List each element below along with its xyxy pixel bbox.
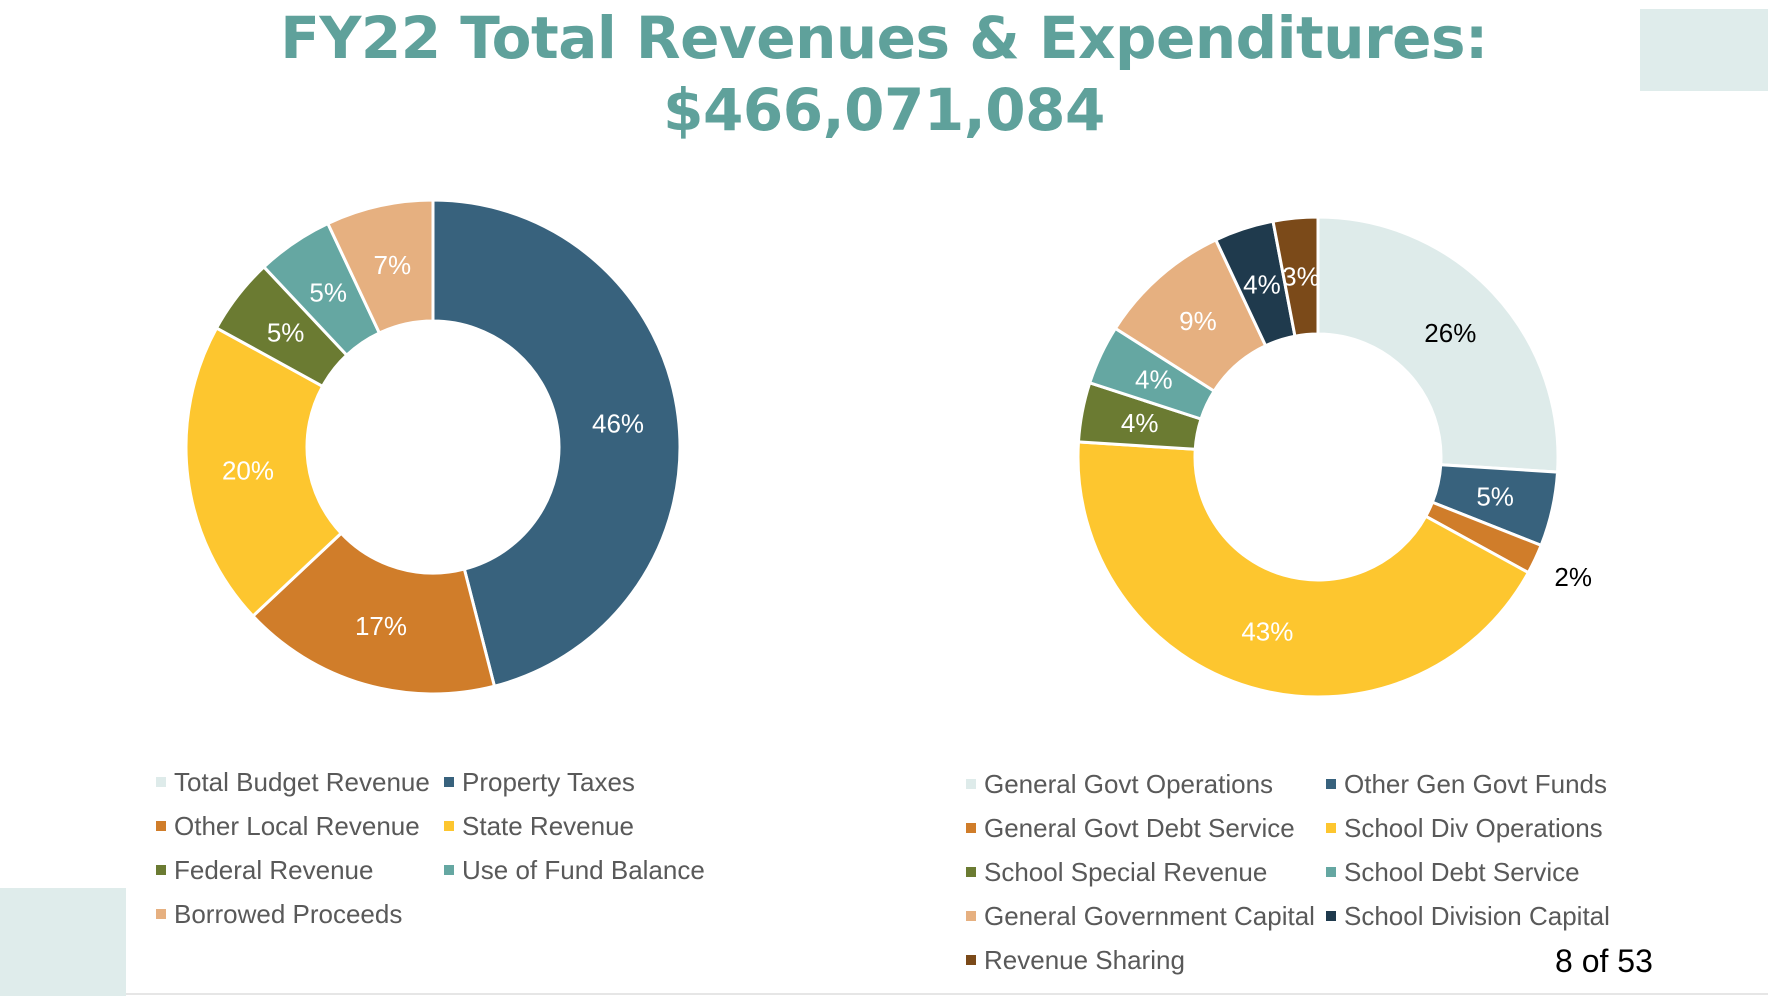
data-label-school-div-operations: 43%: [1241, 616, 1293, 646]
bottom-divider: [126, 993, 1768, 995]
legend-swatch: [156, 865, 166, 875]
legend-item-other-gen-govt-funds: Other Gen Govt Funds: [1326, 762, 1607, 806]
legend-swatch: [156, 821, 166, 831]
donut-slice-borrowed-proceeds: [325, 198, 435, 335]
legend-item-total-budget-revenue: Total Budget Revenue: [156, 760, 430, 804]
legend-label: Borrowed Proceeds: [174, 899, 403, 929]
data-label-general-government-capital: 9%: [1179, 306, 1217, 336]
legend-swatch: [156, 777, 166, 787]
legend-item-school-debt-service: School Debt Service: [1326, 850, 1580, 894]
data-label-other-gen-govt-funds: 5%: [1476, 482, 1514, 512]
donut-slice-property-taxes: [431, 198, 682, 689]
legend-item-use-of-fund-balance: Use of Fund Balance: [444, 848, 705, 892]
corner-accent-top-right: [1640, 9, 1768, 91]
page-number: 8 of 53: [1555, 943, 1653, 979]
legend-item-general-govt-operations: General Govt Operations: [966, 762, 1273, 806]
legend-swatch: [966, 955, 976, 965]
legend-label: School Div Operations: [1344, 813, 1603, 843]
expenditure-legend: General Govt Operations Other Gen Govt Fu…: [966, 762, 1666, 984]
legend-swatch: [1326, 911, 1336, 921]
legend-label: General Govt Operations: [984, 769, 1274, 799]
data-label-school-debt-service: 4%: [1135, 365, 1173, 395]
legend-item-other-local-revenue: Other Local Revenue: [156, 804, 420, 848]
donut-slice-other-local-revenue: [250, 531, 497, 696]
legend-item-state-revenue: State Revenue: [444, 804, 634, 848]
legend-label: Other Gen Govt Funds: [1344, 769, 1608, 799]
legend-label: Property Taxes: [462, 767, 635, 797]
legend-item-revenue-sharing: Revenue Sharing: [966, 938, 1185, 982]
legend-swatch: [156, 909, 166, 919]
legend-label: State Revenue: [462, 811, 635, 841]
legend-swatch: [1326, 823, 1336, 833]
legend-swatch: [444, 777, 454, 787]
data-label-school-special-revenue: 4%: [1121, 408, 1159, 438]
legend-label: General Government Capital: [984, 901, 1315, 931]
data-label-property-taxes: 46%: [592, 409, 644, 439]
legend-label: School Division Capital: [1344, 901, 1610, 931]
legend-label: Total Budget Revenue: [174, 767, 430, 797]
legend-item-school-special-revenue: School Special Revenue: [966, 850, 1267, 894]
legend-item-general-government-capital: General Government Capital: [966, 894, 1315, 938]
legend-label: Use of Fund Balance: [462, 855, 705, 885]
legend-swatch: [444, 821, 454, 831]
expenditure-donut-chart: 26%5%2%43%4%4%9%4% 3%: [1076, 215, 1592, 699]
legend-label: Federal Revenue: [174, 855, 374, 885]
donut-slice-general-govt-operations: [1316, 215, 1560, 474]
data-label-other-local-revenue: 17%: [355, 611, 407, 641]
data-label-general-govt-debt-service: 2%: [1554, 562, 1592, 592]
data-label-federal-revenue: 5%: [267, 318, 305, 348]
legend-item-federal-revenue: Federal Revenue: [156, 848, 373, 892]
data-label-general-govt-operations: 26%: [1424, 318, 1476, 348]
donut-slice-revenue-sharing: [1271, 215, 1320, 338]
legend-label: School Debt Service: [1344, 857, 1580, 887]
legend-item-borrowed-proceeds: Borrowed Proceeds: [156, 892, 402, 936]
legend-swatch: [966, 911, 976, 921]
data-label-school-division-capital: 4%: [1243, 269, 1281, 299]
legend-swatch: [966, 779, 976, 789]
data-label-borrowed-proceeds: 7%: [374, 250, 412, 280]
legend-swatch: [1326, 867, 1336, 877]
legend-item-school-division-capital: School Division Capital: [1326, 894, 1610, 938]
revenue-donut-chart: 46% 17% 20% 5%5% 7%: [184, 198, 682, 696]
slide-title-amount: $466,071,084: [663, 76, 1105, 144]
revenue-legend: Total Budget Revenue Property Taxes Other …: [156, 760, 716, 940]
legend-label: School Special Revenue: [984, 857, 1268, 887]
legend-swatch: [966, 823, 976, 833]
data-label-state-revenue: 20%: [222, 455, 274, 485]
legend-label: Other Local Revenue: [174, 811, 420, 841]
donut-slice-state-revenue: [184, 325, 344, 619]
data-label-revenue-sharing: 3%: [1282, 261, 1320, 291]
legend-swatch: [966, 867, 976, 877]
legend-item-property-taxes: Property Taxes: [444, 760, 635, 804]
legend-label: General Govt Debt Service: [984, 813, 1295, 843]
legend-swatch: [444, 865, 454, 875]
data-label-use-of-fund-balance: 5%: [309, 278, 347, 308]
legend-label: Revenue Sharing: [984, 945, 1185, 975]
legend-item-school-div-operations: School Div Operations: [1326, 806, 1603, 850]
legend-swatch: [1326, 779, 1336, 789]
slide-title: FY22 Total Revenues & Expenditures:: [280, 4, 1488, 72]
legend-item-general-govt-debt-service: General Govt Debt Service: [966, 806, 1295, 850]
donut-slice-school-div-operations: [1076, 440, 1531, 699]
corner-accent-bottom-left: [0, 888, 126, 996]
